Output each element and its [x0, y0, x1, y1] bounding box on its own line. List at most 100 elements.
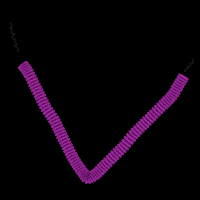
Polygon shape: [145, 115, 153, 123]
Polygon shape: [52, 122, 61, 127]
Polygon shape: [60, 139, 70, 144]
Polygon shape: [89, 174, 92, 180]
Polygon shape: [80, 171, 88, 177]
Polygon shape: [104, 159, 111, 166]
Polygon shape: [78, 169, 87, 176]
Polygon shape: [160, 105, 163, 108]
Polygon shape: [80, 170, 84, 173]
Polygon shape: [26, 73, 34, 78]
Polygon shape: [49, 116, 58, 122]
Polygon shape: [168, 92, 177, 99]
Polygon shape: [179, 74, 188, 80]
Polygon shape: [111, 151, 119, 159]
Polygon shape: [112, 154, 116, 158]
Polygon shape: [172, 89, 179, 92]
Polygon shape: [33, 89, 43, 94]
Polygon shape: [57, 133, 67, 138]
Polygon shape: [121, 146, 124, 149]
Polygon shape: [114, 151, 119, 156]
Polygon shape: [34, 92, 44, 97]
Polygon shape: [162, 101, 167, 106]
Polygon shape: [78, 169, 87, 176]
Polygon shape: [70, 157, 76, 160]
Polygon shape: [83, 174, 89, 180]
Polygon shape: [120, 143, 127, 149]
Polygon shape: [42, 105, 48, 108]
Polygon shape: [125, 137, 133, 143]
Polygon shape: [47, 113, 56, 120]
Polygon shape: [136, 124, 144, 132]
Polygon shape: [73, 161, 79, 165]
Polygon shape: [124, 137, 133, 144]
Polygon shape: [29, 81, 39, 86]
Polygon shape: [68, 155, 77, 160]
Polygon shape: [45, 110, 54, 117]
Polygon shape: [156, 109, 159, 112]
Polygon shape: [161, 102, 166, 107]
Polygon shape: [150, 110, 158, 118]
Polygon shape: [122, 140, 131, 147]
Polygon shape: [61, 141, 70, 146]
Polygon shape: [106, 156, 114, 164]
Polygon shape: [33, 86, 38, 88]
Polygon shape: [54, 125, 61, 128]
Polygon shape: [168, 92, 177, 99]
Polygon shape: [86, 175, 88, 180]
Polygon shape: [80, 172, 90, 178]
Polygon shape: [81, 173, 90, 179]
Polygon shape: [64, 147, 73, 151]
Polygon shape: [88, 172, 93, 182]
Polygon shape: [153, 108, 160, 115]
Polygon shape: [111, 152, 118, 159]
Polygon shape: [39, 100, 47, 104]
Polygon shape: [167, 94, 175, 101]
Polygon shape: [83, 173, 86, 176]
Polygon shape: [26, 75, 36, 80]
Polygon shape: [94, 172, 98, 177]
Polygon shape: [73, 162, 81, 167]
Polygon shape: [100, 162, 108, 170]
Polygon shape: [148, 116, 152, 120]
Polygon shape: [171, 89, 179, 94]
Polygon shape: [32, 84, 37, 86]
Polygon shape: [22, 67, 31, 73]
Polygon shape: [43, 108, 52, 113]
Polygon shape: [93, 170, 99, 178]
Polygon shape: [26, 70, 30, 73]
Polygon shape: [155, 106, 162, 113]
Polygon shape: [116, 147, 123, 155]
Polygon shape: [31, 81, 35, 83]
Polygon shape: [18, 61, 27, 68]
Polygon shape: [142, 120, 148, 126]
Polygon shape: [151, 113, 155, 117]
Polygon shape: [49, 117, 58, 122]
Polygon shape: [22, 67, 31, 73]
Polygon shape: [40, 100, 45, 102]
Polygon shape: [22, 65, 30, 72]
Polygon shape: [29, 81, 39, 86]
Polygon shape: [91, 170, 98, 180]
Polygon shape: [93, 172, 97, 178]
Polygon shape: [68, 152, 73, 154]
Polygon shape: [168, 93, 176, 99]
Polygon shape: [67, 152, 75, 156]
Polygon shape: [64, 144, 70, 147]
Polygon shape: [175, 81, 184, 87]
Polygon shape: [73, 160, 77, 162]
Polygon shape: [39, 98, 44, 100]
Polygon shape: [81, 173, 90, 179]
Polygon shape: [54, 126, 62, 130]
Polygon shape: [40, 101, 47, 105]
Polygon shape: [170, 88, 180, 94]
Polygon shape: [52, 122, 61, 127]
Polygon shape: [61, 142, 71, 146]
Polygon shape: [78, 167, 83, 171]
Polygon shape: [20, 63, 28, 70]
Polygon shape: [37, 97, 47, 102]
Polygon shape: [50, 119, 60, 124]
Polygon shape: [133, 129, 139, 135]
Polygon shape: [150, 111, 157, 118]
Polygon shape: [21, 65, 30, 72]
Polygon shape: [49, 113, 52, 116]
Polygon shape: [55, 130, 65, 135]
